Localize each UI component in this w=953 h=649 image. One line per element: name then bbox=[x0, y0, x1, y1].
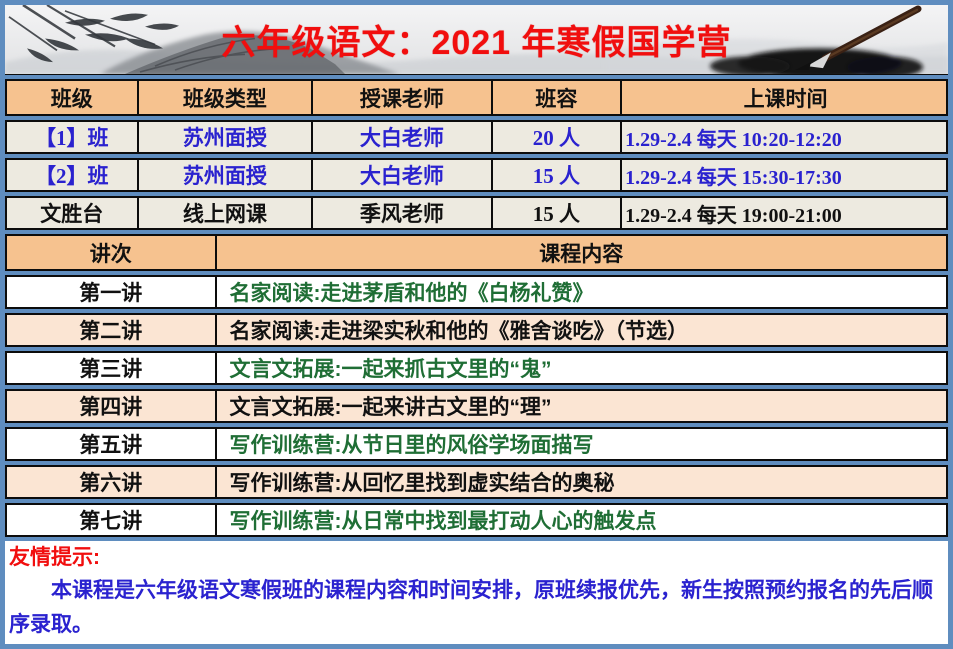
banner: 六年级语文：2021 年寒假国学营 bbox=[5, 5, 948, 75]
col-header-capacity: 班容 bbox=[490, 81, 621, 114]
lecture-content: 写作训练营:从回忆里找到虚实结合的奥秘 bbox=[214, 467, 946, 497]
class-name: 【1】班 bbox=[35, 126, 109, 150]
lecture-row-4: 第四讲 文言文拓展:一起来讲古文里的“理” bbox=[5, 389, 948, 423]
class-type: 苏州面授 bbox=[136, 160, 312, 190]
lecture-row-2: 第二讲 名家阅读:走进梁实秋和他的《雅舍谈吃》（节选） bbox=[5, 313, 948, 347]
notice-body: 本课程是六年级语文寒假班的课程内容和时间安排，原班续报优先，新生按照预约报名的先… bbox=[9, 579, 933, 636]
lecture-content: 写作训练营:从节日里的风俗学场面描写 bbox=[214, 429, 946, 459]
teacher: 大白老师 bbox=[311, 160, 490, 190]
brush-icon bbox=[795, 5, 922, 71]
notice-section: 友情提示: 本课程是六年级语文寒假班的课程内容和时间安排，原班续报优先，新生按照… bbox=[5, 541, 948, 644]
col-header-time: 上课时间 bbox=[620, 81, 946, 114]
lecture-row-3: 第三讲 文言文拓展:一起来抓古文里的“鬼” bbox=[5, 351, 948, 385]
lecture-content: 名家阅读:走进茅盾和他的《白杨礼赞》 bbox=[214, 277, 946, 307]
lecture-number: 第七讲 bbox=[79, 510, 143, 533]
class-time: 1.29-2.4 每天 15:30-17:30 bbox=[620, 160, 946, 190]
lecture-row-7: 第七讲 写作训练营:从日常中找到最打动人心的触发点 bbox=[5, 503, 948, 537]
tables-area: 班级 班级类型 授课老师 班容 上课时间 【1】班 苏州面授 大白老师 20 人… bbox=[5, 75, 948, 541]
page-title: 六年级语文：2021 年寒假国学营 bbox=[221, 24, 732, 62]
lecture-number: 第一讲 bbox=[79, 282, 143, 305]
lecture-row-6: 第六讲 写作训练营:从回忆里找到虚实结合的奥秘 bbox=[5, 465, 948, 499]
col-header-content: 课程内容 bbox=[214, 236, 946, 269]
lecture-number: 第四讲 bbox=[79, 396, 143, 419]
lecture-content: 文言文拓展:一起来抓古文里的“鬼” bbox=[214, 353, 946, 383]
lecture-number: 第三讲 bbox=[79, 358, 143, 381]
lecture-content: 名家阅读:走进梁实秋和他的《雅舍谈吃》（节选） bbox=[214, 315, 946, 345]
col-header-teacher: 授课老师 bbox=[311, 81, 490, 114]
col-header-type: 班级类型 bbox=[136, 81, 312, 114]
lecture-row-1: 第一讲 名家阅读:走进茅盾和他的《白杨礼赞》 bbox=[5, 275, 948, 309]
class-type: 苏州面授 bbox=[136, 122, 312, 152]
notice-label: 友情提示: bbox=[9, 546, 100, 569]
schedule-row-class2: 【2】班 苏州面授 大白老师 15 人 1.29-2.4 每天 15:30-17… bbox=[5, 158, 948, 192]
class-time: 1.29-2.4 每天 10:20-12:20 bbox=[620, 122, 946, 152]
col-header-lecture: 讲次 bbox=[89, 242, 132, 266]
capacity: 15 人 bbox=[490, 198, 621, 228]
schedule-row-class1: 【1】班 苏州面授 大白老师 20 人 1.29-2.4 每天 10:20-12… bbox=[5, 120, 948, 154]
class-name: 【2】班 bbox=[35, 164, 109, 188]
schedule-row-online: 文胜台 线上网课 季风老师 15 人 1.29-2.4 每天 19:00-21:… bbox=[5, 196, 948, 230]
lecture-row-5: 第五讲 写作训练营:从节日里的风俗学场面描写 bbox=[5, 427, 948, 461]
lecture-number: 第六讲 bbox=[79, 472, 143, 495]
lecture-header-row: 讲次 课程内容 bbox=[5, 234, 948, 271]
capacity: 15 人 bbox=[490, 160, 621, 190]
class-type: 线上网课 bbox=[136, 198, 312, 228]
lecture-number: 第五讲 bbox=[79, 434, 143, 457]
schedule-header-row: 班级 班级类型 授课老师 班容 上课时间 bbox=[5, 79, 948, 116]
lecture-number: 第二讲 bbox=[79, 320, 143, 343]
col-header-class: 班级 bbox=[50, 87, 93, 111]
ink-painting-background bbox=[5, 5, 948, 74]
teacher: 季风老师 bbox=[311, 198, 490, 228]
lecture-content: 文言文拓展:一起来讲古文里的“理” bbox=[214, 391, 946, 421]
class-time: 1.29-2.4 每天 19:00-21:00 bbox=[620, 198, 946, 228]
class-name: 文胜台 bbox=[40, 202, 104, 226]
teacher: 大白老师 bbox=[311, 122, 490, 152]
lecture-content: 写作训练营:从日常中找到最打动人心的触发点 bbox=[214, 505, 946, 535]
capacity: 20 人 bbox=[490, 122, 621, 152]
